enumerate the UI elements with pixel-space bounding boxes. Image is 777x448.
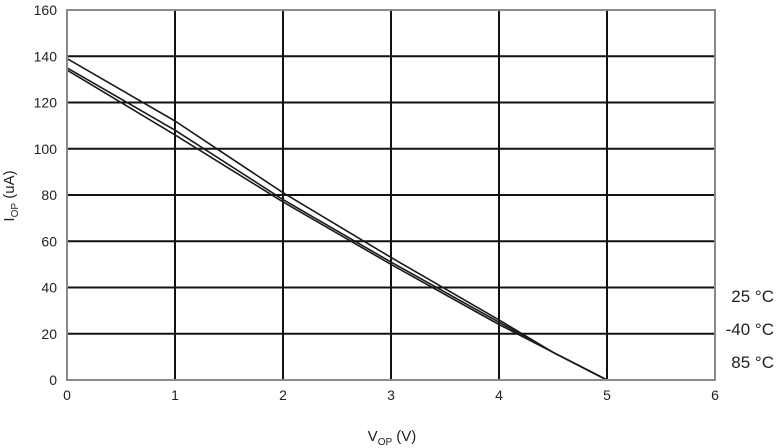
grid (67, 10, 715, 380)
x-tick-label: 2 (279, 387, 287, 403)
series-lines (66, 57, 608, 381)
x-tick-label: 0 (63, 387, 71, 403)
y-tick-label: 20 (41, 326, 57, 342)
y-tick-label: 80 (41, 187, 57, 203)
y-tick-label: 120 (34, 95, 58, 111)
y-tick-label: 0 (49, 372, 57, 388)
y-tick-label: 60 (41, 233, 57, 249)
legend: 25 °C -40 °C 85 °C (726, 287, 774, 372)
x-axis-label: VOP (V) (368, 428, 417, 448)
x-tick-label: 6 (711, 387, 719, 403)
series-line-1 (66, 57, 608, 381)
legend-item: -40 °C (726, 320, 774, 339)
legend-item: 25 °C (731, 287, 774, 306)
y-axis-label: IOP (uA) (1, 170, 21, 221)
legend-item: 85 °C (731, 353, 774, 372)
x-tick-label: 5 (603, 387, 611, 403)
y-tick-label: 40 (41, 280, 57, 296)
plot-frame (66, 9, 716, 381)
y-tick-label: 140 (34, 48, 58, 64)
x-tick-label: 4 (495, 387, 503, 403)
y-tick-label: 100 (34, 141, 58, 157)
y-tick-label: 160 (34, 2, 58, 18)
x-tick-label: 3 (387, 387, 395, 403)
series-line-3 (66, 69, 608, 381)
x-tick-label: 1 (171, 387, 179, 403)
